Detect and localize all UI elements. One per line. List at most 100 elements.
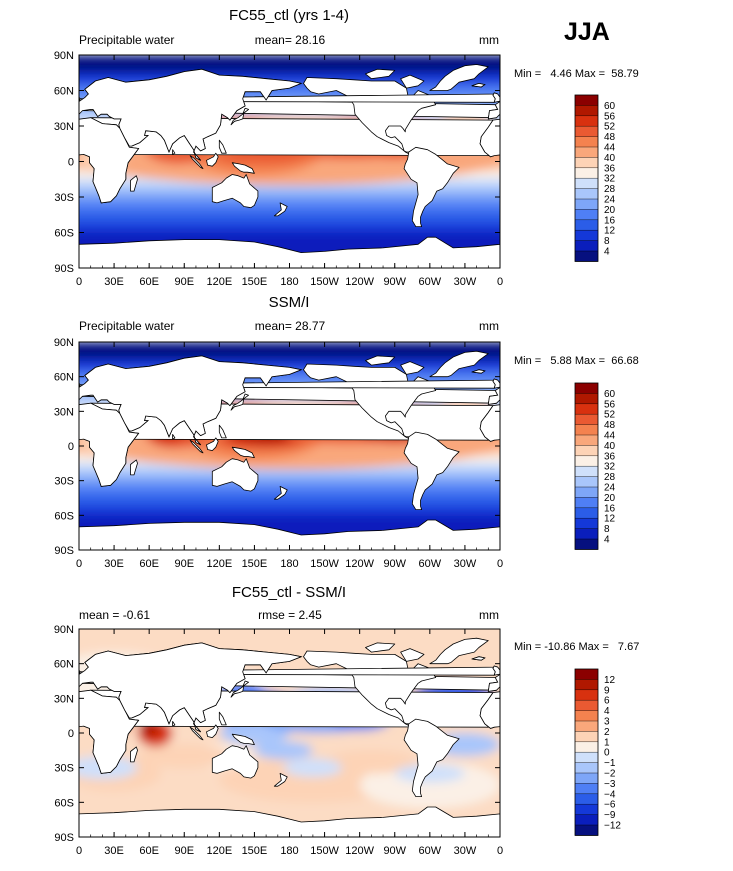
ssmi-colorbar-label: 52 bbox=[604, 410, 616, 421]
model-xtick-label: 90E bbox=[174, 276, 194, 288]
model-colorbar-label: 52 bbox=[604, 122, 616, 133]
ssmi-colorbar-label: 4 bbox=[604, 535, 610, 546]
model-colorbar-cell bbox=[575, 209, 598, 221]
diff-colorbar-cell bbox=[575, 710, 598, 722]
model-ytick-label: 30N bbox=[54, 121, 74, 133]
model-colorbar-cell bbox=[575, 240, 598, 252]
ssmi-colorbar-cell bbox=[575, 393, 598, 405]
model-band-12 bbox=[79, 200, 500, 212]
model-colorbar-cell bbox=[575, 199, 598, 210]
model-colorbar-cell bbox=[575, 147, 598, 158]
diff-ytick-label: 30N bbox=[54, 693, 74, 705]
model-land-wrap-14 bbox=[471, 82, 486, 88]
model-land-10 bbox=[230, 107, 250, 126]
diff-colorbar-cell bbox=[575, 825, 598, 836]
ssmi-colorbar-cell bbox=[575, 435, 598, 446]
model-coastlines bbox=[79, 64, 500, 268]
ssmi-colorbar-cell bbox=[575, 414, 598, 425]
diff-field bbox=[79, 629, 500, 837]
diff-colorbar-cell bbox=[575, 741, 598, 753]
diff-colorbar-label: 6 bbox=[604, 696, 610, 707]
diff-xtick-label: 90E bbox=[174, 845, 194, 857]
model-xtick-label: 30E bbox=[104, 276, 124, 288]
model-colorbar-cell bbox=[575, 219, 598, 231]
diff-colorbar-cell bbox=[575, 679, 598, 691]
ssmi-minmax: Min = 5.88 Max = 66.68 bbox=[514, 355, 639, 367]
ssmi-band-12 bbox=[79, 484, 500, 496]
model-xtick-label: 90W bbox=[383, 276, 406, 288]
diff-blob-20 bbox=[137, 744, 232, 768]
ssmi-ytick-label: 90S bbox=[54, 545, 74, 557]
model-band-10 bbox=[79, 185, 500, 193]
diff-colorbar-cell bbox=[575, 700, 598, 711]
ssmi-ytick-label: 90N bbox=[54, 337, 74, 349]
ssmi-xtick-label: 60W bbox=[419, 558, 442, 570]
diff-xtick-label: 150E bbox=[242, 845, 268, 857]
ssmi-land-wrap-14 bbox=[471, 369, 486, 374]
model-title: FC55_ctl (yrs 1-4) bbox=[229, 7, 349, 24]
diff-colorbar-label: −2 bbox=[604, 769, 616, 780]
diff-ytick-label: 0 bbox=[68, 728, 74, 740]
model-land-8 bbox=[189, 155, 204, 170]
diff-colorbar-label: 4 bbox=[604, 706, 610, 717]
ssmi-land-8 bbox=[189, 439, 204, 454]
ssmi-colorbar-label: 24 bbox=[604, 483, 616, 494]
diff-ytick-label: 90N bbox=[54, 624, 74, 636]
diff-colorbar-label: −12 bbox=[604, 821, 621, 832]
ssmi-land-12 bbox=[130, 459, 138, 476]
diff-colorbar-label: 9 bbox=[604, 685, 610, 696]
model-land-4 bbox=[211, 174, 259, 209]
ssmi-xtick-label: 30W bbox=[454, 558, 477, 570]
diff-land-18 bbox=[365, 642, 396, 653]
ssmi-colorbar-label: 8 bbox=[604, 524, 610, 535]
model-colorbar-cell bbox=[575, 178, 598, 189]
model-xtick-label: 150W bbox=[310, 276, 339, 288]
diff-xtick-label: 0 bbox=[76, 845, 82, 857]
model-colorbar-cell bbox=[575, 251, 598, 262]
diff-colorbar-label: 12 bbox=[604, 675, 616, 686]
ssmi-band-13 bbox=[79, 494, 500, 507]
diff-unit-label: mm bbox=[479, 608, 499, 622]
diff-blob-25 bbox=[283, 758, 343, 777]
ssmi-land-13 bbox=[273, 485, 288, 500]
diff-colorbar-cell bbox=[575, 669, 598, 680]
ssmi-colorbar-label: 40 bbox=[604, 441, 616, 452]
ssmi-land-wrap-1 bbox=[487, 386, 500, 405]
model-field bbox=[79, 55, 500, 268]
panel-difference: FC55_ctl - SSM/I mean = -0.61 rmse = 2.45 m… bbox=[54, 584, 640, 857]
model-xtick-label: 180 bbox=[280, 276, 298, 288]
model-land-7 bbox=[206, 152, 219, 167]
diff-land-17 bbox=[400, 648, 425, 662]
ssmi-xtick-label: 180 bbox=[280, 558, 298, 570]
model-land-west-0 bbox=[79, 117, 140, 204]
diff-land-west-0 bbox=[79, 689, 140, 774]
ssmi-colorbar-label: 32 bbox=[604, 462, 616, 473]
model-xtick-label: 150E bbox=[242, 276, 268, 288]
model-xtick-label: 60E bbox=[139, 276, 159, 288]
model-ytick-label: 60S bbox=[54, 228, 74, 240]
ssmi-colorbar-cell bbox=[575, 403, 598, 415]
ssmi-colorbar-label: 20 bbox=[604, 493, 616, 504]
diff-land-wrap-11 bbox=[492, 665, 500, 676]
model-colorbar-label: 12 bbox=[604, 226, 616, 237]
diff-ytick-label: 60S bbox=[54, 797, 74, 809]
model-xtick-label: 0 bbox=[497, 276, 503, 288]
diff-xtick-label: 30E bbox=[104, 845, 124, 857]
ssmi-xtick-label: 150E bbox=[242, 558, 268, 570]
model-colorbar-label: 36 bbox=[604, 163, 616, 174]
diff-colorbar-label: −1 bbox=[604, 758, 616, 769]
diff-xtick-label: 0 bbox=[497, 845, 503, 857]
model-land-wrap-11 bbox=[492, 92, 500, 103]
ssmi-xtick-label: 60E bbox=[139, 558, 159, 570]
diff-colorbar-cell bbox=[575, 804, 598, 815]
ssmi-colorbar-cell bbox=[575, 487, 598, 498]
diff-land-west-1 bbox=[79, 642, 303, 733]
ssmi-colorbar-cell bbox=[575, 497, 598, 509]
model-band-14 bbox=[79, 223, 500, 233]
diff-land-6 bbox=[79, 806, 500, 837]
diff-colorbar-label: −3 bbox=[604, 779, 616, 790]
model-land-5 bbox=[429, 64, 489, 91]
